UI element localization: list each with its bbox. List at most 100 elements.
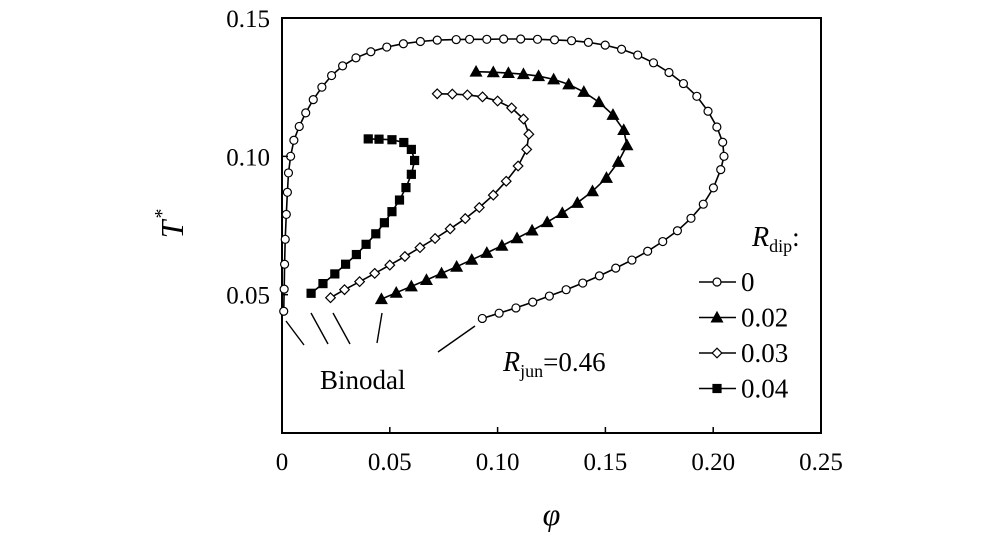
data-point xyxy=(500,175,512,187)
data-point xyxy=(451,34,461,45)
data-point xyxy=(330,269,340,279)
data-point xyxy=(389,285,403,298)
data-point xyxy=(512,160,524,172)
data-point xyxy=(487,189,499,201)
data-point xyxy=(544,291,554,301)
x-tick-label: 0 xyxy=(276,449,289,476)
data-point xyxy=(718,137,728,147)
binodal-pointer-lines xyxy=(285,312,476,353)
data-point xyxy=(382,42,392,52)
legend-title-sub: dip xyxy=(769,236,792,256)
binodal-label: Binodal xyxy=(320,365,406,395)
data-point xyxy=(617,123,631,136)
data-point xyxy=(716,165,726,175)
data-point xyxy=(294,121,304,132)
legend-marker xyxy=(710,310,724,323)
binodal-pointer xyxy=(310,312,329,345)
data-point xyxy=(361,239,371,249)
data-point xyxy=(486,65,500,78)
data-point xyxy=(401,182,411,193)
legend-entries: 0 0.02 0.03 0.04 xyxy=(699,267,789,404)
data-point xyxy=(499,34,509,44)
data-point xyxy=(387,135,397,145)
data-point xyxy=(461,89,474,101)
data-point xyxy=(712,122,722,132)
series-0.02 xyxy=(374,64,634,305)
data-point xyxy=(280,234,290,244)
x-axis-label: φ xyxy=(543,496,561,532)
data-point xyxy=(318,279,328,289)
series-0.04 xyxy=(306,134,420,298)
data-point xyxy=(482,34,492,44)
data-point xyxy=(477,313,487,324)
series-line xyxy=(381,70,628,300)
data-point xyxy=(353,276,366,288)
data-point xyxy=(351,249,361,260)
data-point xyxy=(398,39,408,49)
data-point xyxy=(429,232,441,245)
legend-marker xyxy=(712,383,722,394)
legend-entry: 0.04 xyxy=(699,374,789,404)
y-tick-label: 0.10 xyxy=(226,144,270,171)
series-0.03 xyxy=(324,88,535,304)
data-point xyxy=(561,285,571,295)
data-point xyxy=(444,223,456,235)
data-point xyxy=(387,207,397,217)
binodal-pointer xyxy=(285,320,305,346)
y-tick-label: 0.15 xyxy=(226,6,270,33)
data-point xyxy=(594,271,604,281)
legend-marker xyxy=(711,347,723,359)
data-point xyxy=(678,78,689,89)
data-point xyxy=(399,137,409,148)
legend-title-suffix: : xyxy=(792,222,800,252)
data-point xyxy=(577,85,591,97)
data-point xyxy=(308,95,318,105)
data-point xyxy=(521,143,533,156)
y-axis-ticks: 0.05 0.10 0.15 xyxy=(226,6,288,310)
data-point xyxy=(363,134,373,144)
data-point xyxy=(585,184,599,197)
series-line xyxy=(310,138,416,294)
data-point xyxy=(495,238,509,251)
rjun-value: =0.46 xyxy=(543,347,605,377)
x-tick-label: 0.15 xyxy=(584,449,628,476)
binodal-pointer xyxy=(437,325,476,353)
binodal-annotation: Binodal xyxy=(285,312,476,395)
data-point xyxy=(523,128,535,140)
data-point xyxy=(570,196,584,208)
legend: Rdip: 0 0.02 0.03 0.04 xyxy=(699,222,800,404)
data-point xyxy=(592,95,606,108)
data-point xyxy=(547,72,561,85)
data-point xyxy=(616,44,627,54)
series-line xyxy=(330,93,530,299)
data-point xyxy=(708,183,719,193)
data-point xyxy=(446,88,458,100)
data-point xyxy=(549,35,560,45)
data-point xyxy=(517,113,530,125)
data-point xyxy=(465,253,479,265)
x-tick-label: 0.05 xyxy=(368,449,412,476)
data-point xyxy=(532,69,546,82)
data-point xyxy=(611,155,625,167)
legend-label: 0.04 xyxy=(741,374,789,404)
data-point xyxy=(326,70,337,81)
data-point xyxy=(435,266,449,279)
y-tick-label: 0.05 xyxy=(226,283,270,310)
data-point xyxy=(338,284,351,296)
data-point xyxy=(480,246,494,258)
x-tick-label: 0.25 xyxy=(799,449,843,476)
data-point xyxy=(606,108,620,120)
data-point xyxy=(281,209,291,220)
x-tick-label: 0.20 xyxy=(691,449,735,476)
data-point xyxy=(431,88,443,100)
data-point xyxy=(450,259,464,272)
data-point xyxy=(301,108,311,118)
data-point xyxy=(414,241,426,254)
data-point xyxy=(406,144,416,155)
legend-label: 0.03 xyxy=(741,338,788,368)
data-point xyxy=(337,61,348,71)
data-point xyxy=(516,67,530,80)
data-point xyxy=(384,259,396,271)
data-point xyxy=(583,37,593,47)
